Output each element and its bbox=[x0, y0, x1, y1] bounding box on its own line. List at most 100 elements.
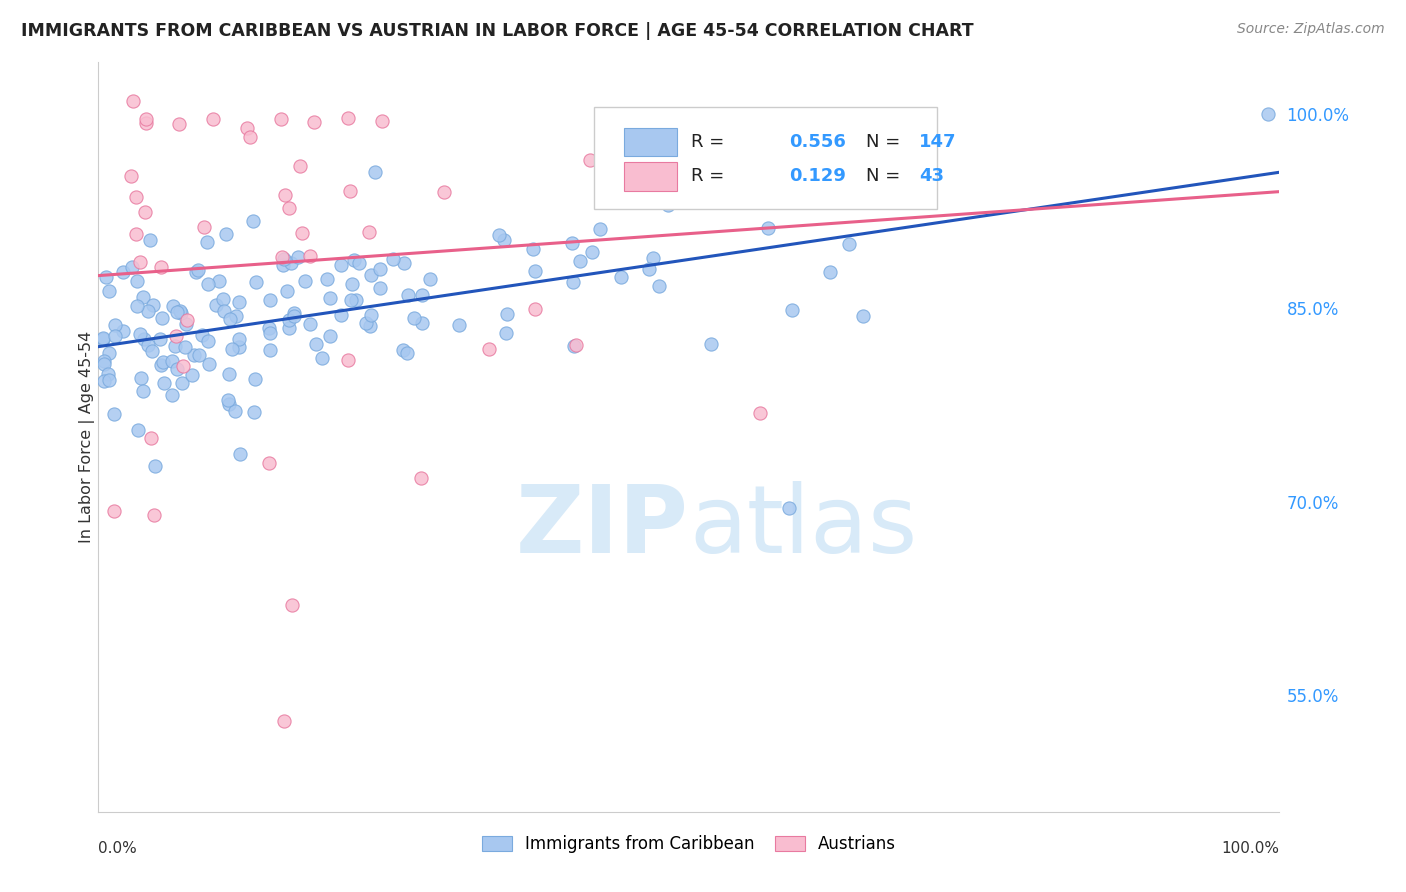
Point bbox=[111, 324, 134, 338]
Point bbox=[433, 185, 456, 199]
Point bbox=[132, 290, 155, 304]
Text: 100.0%: 100.0% bbox=[1222, 841, 1279, 856]
Legend: Immigrants from Caribbean, Austrians: Immigrants from Caribbean, Austrians bbox=[475, 829, 903, 860]
Text: 43: 43 bbox=[920, 168, 945, 186]
Text: 0.0%: 0.0% bbox=[98, 841, 138, 856]
Point bbox=[700, 336, 723, 351]
Point bbox=[755, 184, 778, 198]
Point bbox=[280, 255, 302, 269]
Point bbox=[212, 292, 235, 306]
Point bbox=[176, 313, 198, 327]
Point bbox=[337, 111, 360, 125]
Point bbox=[193, 219, 215, 234]
Point bbox=[370, 281, 392, 295]
Point bbox=[641, 251, 664, 265]
Point bbox=[174, 340, 197, 354]
Point bbox=[169, 304, 191, 318]
Point bbox=[150, 310, 173, 325]
Point bbox=[318, 291, 340, 305]
Point bbox=[291, 226, 314, 240]
Point bbox=[588, 221, 610, 235]
FancyBboxPatch shape bbox=[624, 128, 678, 156]
Point bbox=[190, 327, 212, 342]
Point bbox=[524, 302, 547, 317]
Point bbox=[97, 368, 120, 382]
Point bbox=[245, 275, 267, 289]
Point bbox=[139, 431, 162, 445]
Point bbox=[94, 270, 117, 285]
Point bbox=[128, 327, 150, 342]
Point bbox=[98, 285, 121, 299]
Point bbox=[270, 112, 292, 126]
Point bbox=[139, 233, 162, 247]
Point bbox=[360, 318, 382, 333]
Point bbox=[138, 338, 160, 352]
Point bbox=[304, 114, 326, 128]
Point bbox=[561, 275, 583, 289]
Point bbox=[402, 310, 425, 325]
Point bbox=[344, 293, 367, 307]
Point bbox=[195, 235, 218, 250]
Point bbox=[98, 373, 121, 387]
Point bbox=[371, 114, 394, 128]
Text: Source: ZipAtlas.com: Source: ZipAtlas.com bbox=[1237, 22, 1385, 37]
Text: 0.556: 0.556 bbox=[789, 133, 846, 151]
Point bbox=[411, 317, 433, 331]
Point bbox=[360, 268, 382, 282]
Point bbox=[169, 117, 191, 131]
Point bbox=[364, 165, 387, 179]
Point bbox=[143, 508, 166, 522]
Point bbox=[160, 354, 183, 368]
Point bbox=[202, 112, 225, 127]
Point bbox=[316, 272, 339, 286]
Point bbox=[239, 130, 262, 145]
Point bbox=[329, 258, 352, 272]
Point bbox=[337, 353, 360, 368]
Point bbox=[395, 345, 418, 359]
Point bbox=[340, 293, 363, 308]
Point bbox=[111, 265, 134, 279]
Point bbox=[283, 310, 305, 324]
Point bbox=[581, 245, 603, 260]
Point bbox=[287, 251, 309, 265]
Point bbox=[565, 337, 588, 351]
Point bbox=[368, 262, 391, 277]
Point bbox=[299, 249, 322, 263]
Point bbox=[494, 233, 516, 247]
Point bbox=[163, 339, 186, 353]
Point bbox=[93, 374, 115, 388]
Point bbox=[93, 354, 115, 368]
Point bbox=[298, 317, 321, 331]
Point bbox=[152, 354, 174, 368]
Point bbox=[259, 293, 281, 307]
Point bbox=[569, 254, 592, 268]
Text: 147: 147 bbox=[920, 133, 956, 151]
Point bbox=[270, 250, 292, 264]
Text: N =: N = bbox=[866, 133, 905, 151]
Text: atlas: atlas bbox=[689, 481, 917, 573]
Point bbox=[228, 340, 250, 354]
Point bbox=[121, 260, 143, 274]
Point bbox=[166, 361, 188, 376]
Point bbox=[135, 116, 157, 130]
Point bbox=[152, 376, 174, 390]
Point bbox=[91, 331, 114, 345]
Point bbox=[276, 285, 298, 299]
Point bbox=[330, 308, 353, 322]
Point bbox=[236, 120, 259, 135]
Point bbox=[125, 299, 148, 313]
Point bbox=[477, 342, 499, 356]
Point bbox=[183, 348, 205, 362]
Point bbox=[181, 368, 204, 382]
Point bbox=[225, 309, 247, 323]
Point bbox=[132, 332, 155, 346]
Point bbox=[125, 190, 148, 204]
Point bbox=[134, 205, 156, 219]
Point bbox=[91, 332, 114, 346]
Point bbox=[218, 367, 240, 381]
Point bbox=[169, 306, 191, 320]
Point bbox=[778, 501, 800, 516]
Point bbox=[217, 392, 239, 407]
Point bbox=[162, 388, 184, 402]
Point bbox=[104, 318, 127, 332]
